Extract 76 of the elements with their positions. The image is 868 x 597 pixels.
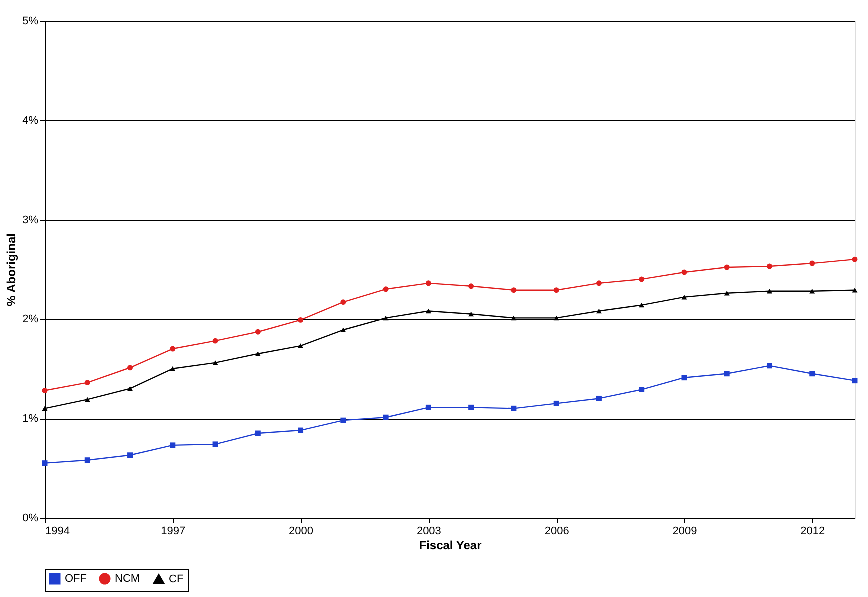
legend-label: OFF — [65, 573, 88, 585]
point — [468, 404, 474, 410]
point — [255, 352, 261, 356]
legend-label: NCM — [115, 573, 140, 585]
point — [383, 414, 389, 420]
point — [212, 442, 218, 448]
point — [554, 316, 560, 321]
point — [767, 363, 772, 369]
point — [298, 428, 304, 434]
point — [511, 406, 517, 412]
x-tick-label: 1994 — [46, 526, 70, 538]
point — [128, 452, 133, 458]
x-tick-label: 2009 — [672, 526, 698, 538]
x-axis-title: Fiscal Year — [419, 538, 482, 552]
point — [255, 430, 261, 436]
point — [426, 404, 432, 410]
y-tick-label: 0% — [22, 512, 39, 524]
point — [724, 371, 730, 377]
point — [596, 280, 602, 286]
point — [170, 366, 176, 372]
x-tick-label: 2012 — [800, 526, 826, 538]
point — [810, 371, 816, 377]
point — [340, 300, 346, 306]
point — [810, 260, 816, 266]
x-tick-label: 2006 — [544, 526, 570, 538]
point — [340, 418, 346, 424]
point — [84, 397, 90, 402]
point — [383, 286, 389, 292]
point — [639, 387, 645, 393]
y-tick-label: 5% — [22, 16, 39, 28]
legend-label: CF — [169, 573, 184, 586]
point — [383, 316, 389, 321]
point — [298, 344, 304, 348]
y-axis-title: % Aboriginal — [4, 234, 19, 306]
x-tick-label: 2003 — [416, 526, 442, 538]
point — [170, 346, 176, 352]
point — [42, 406, 48, 412]
point — [767, 264, 772, 270]
point — [42, 388, 48, 394]
point — [596, 308, 602, 314]
point — [255, 329, 261, 335]
x-tick-label: 2000 — [289, 526, 314, 538]
point — [426, 308, 432, 314]
point — [84, 380, 90, 386]
y-tick-label: 3% — [22, 214, 39, 226]
point — [468, 312, 474, 317]
point — [682, 294, 688, 300]
point — [340, 328, 346, 333]
point — [682, 270, 688, 276]
point — [128, 365, 133, 371]
point — [511, 288, 517, 294]
point — [84, 458, 90, 464]
point — [682, 375, 688, 381]
point — [639, 302, 645, 308]
x-tick-label: 1997 — [161, 526, 186, 538]
point — [426, 280, 432, 286]
point — [128, 386, 133, 392]
y-tick-label: 1% — [22, 413, 39, 426]
point — [810, 288, 816, 294]
point — [212, 360, 218, 366]
point — [468, 284, 474, 290]
point — [511, 316, 517, 321]
point — [852, 378, 858, 384]
point — [298, 317, 304, 323]
y-tick-label: 4% — [22, 114, 39, 127]
point — [170, 442, 176, 448]
point — [42, 460, 48, 466]
point — [724, 290, 730, 296]
point — [852, 256, 858, 262]
point — [554, 288, 560, 294]
point — [212, 338, 218, 344]
point — [596, 396, 602, 402]
point — [639, 276, 645, 282]
point — [554, 400, 560, 406]
point — [724, 264, 730, 270]
y-tick-label: 2% — [22, 314, 39, 326]
